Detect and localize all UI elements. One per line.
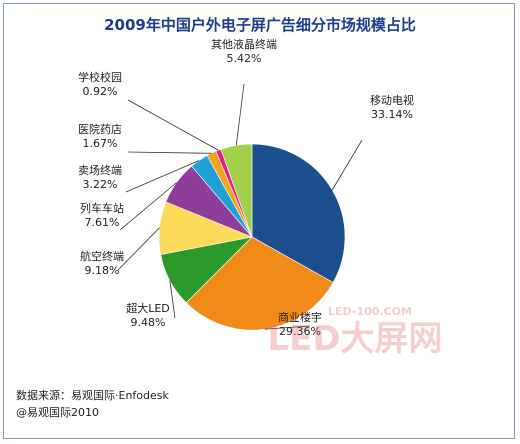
leader-line [127,151,212,154]
leader-line [117,227,160,271]
slice-value-label: 7.61% [85,216,120,229]
slice-label: 学校校园 [78,70,122,84]
leader-line [119,182,177,231]
leader-line [169,280,176,319]
pie-slice [251,143,346,283]
slice-label: 其他液晶终端 [211,37,277,51]
slice-label: 卖场终端 [78,163,122,177]
source-line: 数据来源：易观国际·Enfodesk [16,389,169,402]
pie-slice [220,143,253,238]
leader-line [235,83,245,146]
leader-lines [117,83,363,330]
slice-value-label: 3.22% [83,178,118,191]
pie-slice [185,236,334,331]
slice-label: 医院药店 [78,122,122,136]
pie-slices [158,143,346,331]
slice-value-label: 9.18% [85,264,120,277]
slice-value-label: 5.42% [227,52,262,65]
leader-line [264,325,311,330]
slice-value-label: 9.48% [131,316,166,329]
chart-title: 2009年中国户外电子屏广告细分市场规模占比 [104,16,416,34]
slice-label: 移动电视 [370,93,414,107]
leader-line [331,139,363,191]
slice-value-label: 1.67% [83,137,118,150]
slice-value-label: 33.14% [371,108,413,121]
slice-label: 航空终端 [80,249,124,263]
copyright-line: @易观国际2010 [16,406,99,419]
watermark-url: LED-100.COM [328,305,412,318]
slice-value-label: 29.36% [279,325,321,338]
source-note: 数据来源：易观国际·Enfodesk @易观国际2010 [16,387,169,421]
slice-value-label: 0.92% [83,85,118,98]
slice-label: 列车车站 [80,201,124,215]
slice-label: 超大LED [126,301,170,315]
slice-label: 商业楼宇 [278,310,322,324]
watermark-text: LED大屏网 [267,319,442,359]
leader-line [127,99,219,151]
leader-line [125,160,200,193]
